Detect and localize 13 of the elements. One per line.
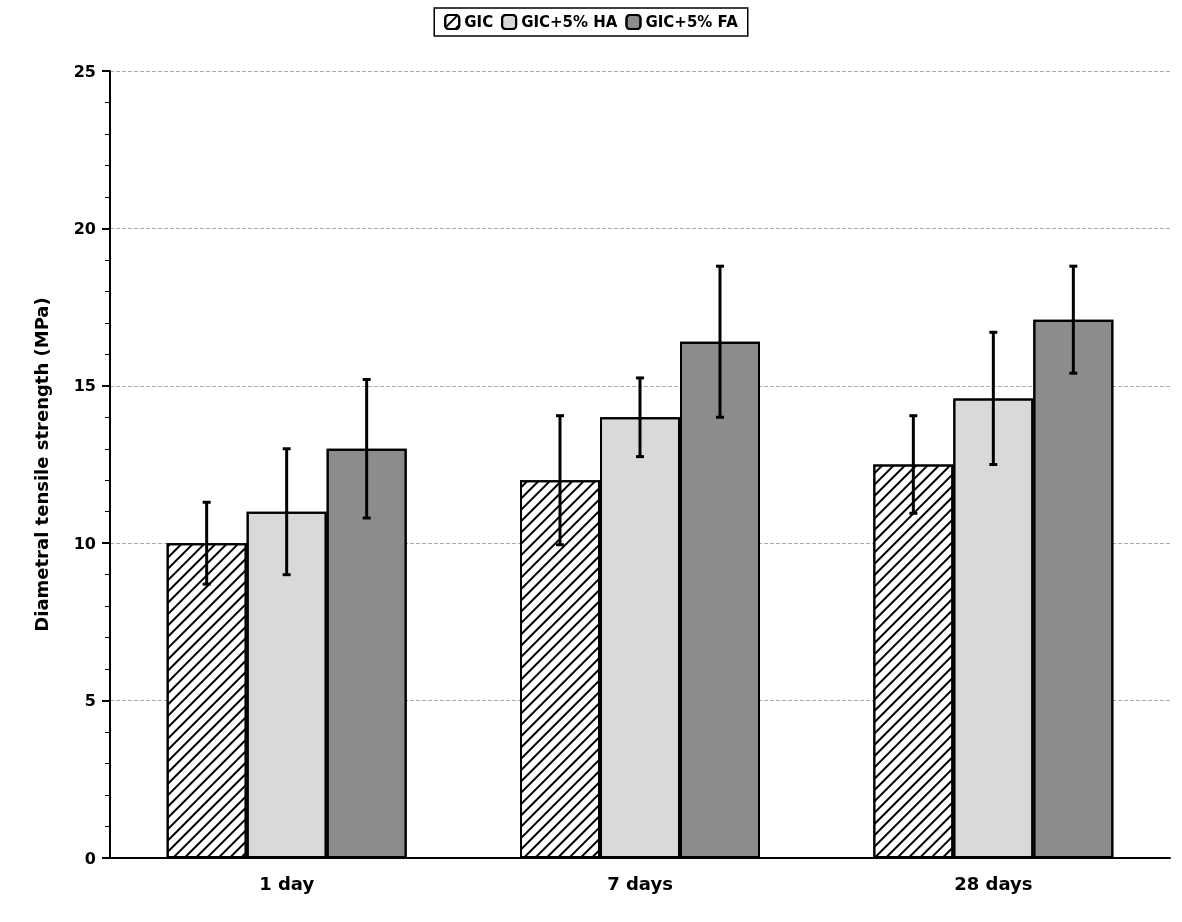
legend-label: GIC+5% HA	[521, 13, 618, 31]
y-tick-label: 25	[73, 61, 96, 81]
y-tick-label: 5	[84, 691, 96, 711]
legend-label: GIC+5% FA	[645, 13, 739, 31]
legend-label: GIC	[464, 13, 494, 31]
y-tick-label: 15	[73, 376, 96, 396]
x-tick-label: 28 days	[954, 872, 1033, 894]
x-tick-label: 1 day	[259, 872, 315, 894]
y-tick-label: 0	[84, 848, 96, 868]
y-tick-label: 20	[73, 218, 96, 238]
y-axis-title: Diametral tensile strength (MPa)	[30, 297, 52, 632]
x-tick-label: 7 days	[607, 872, 673, 894]
y-tick-label: 10	[73, 533, 96, 553]
